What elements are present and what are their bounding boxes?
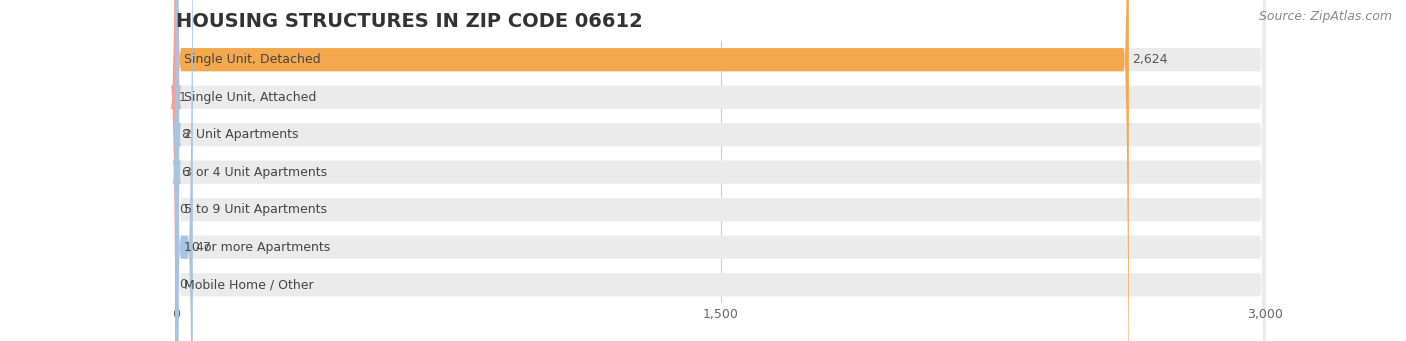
Text: 1: 1 (179, 91, 187, 104)
Text: Single Unit, Detached: Single Unit, Detached (184, 53, 321, 66)
Text: 8: 8 (181, 128, 190, 141)
FancyBboxPatch shape (173, 0, 181, 341)
Text: 3 or 4 Unit Apartments: 3 or 4 Unit Apartments (184, 166, 326, 179)
Text: 2,624: 2,624 (1132, 53, 1167, 66)
Text: 5 to 9 Unit Apartments: 5 to 9 Unit Apartments (184, 203, 326, 216)
FancyBboxPatch shape (176, 0, 1265, 341)
Text: 47: 47 (195, 241, 211, 254)
FancyBboxPatch shape (170, 0, 181, 341)
FancyBboxPatch shape (173, 0, 181, 341)
Text: HOUSING STRUCTURES IN ZIP CODE 06612: HOUSING STRUCTURES IN ZIP CODE 06612 (176, 12, 643, 31)
Text: Source: ZipAtlas.com: Source: ZipAtlas.com (1258, 10, 1392, 23)
FancyBboxPatch shape (176, 0, 193, 341)
FancyBboxPatch shape (176, 0, 1265, 341)
FancyBboxPatch shape (176, 0, 1265, 341)
Text: Mobile Home / Other: Mobile Home / Other (184, 278, 314, 291)
Text: Single Unit, Attached: Single Unit, Attached (184, 91, 316, 104)
Text: 6: 6 (181, 166, 188, 179)
Text: 0: 0 (179, 278, 187, 291)
FancyBboxPatch shape (176, 0, 1265, 341)
FancyBboxPatch shape (176, 0, 1265, 341)
Text: 2 Unit Apartments: 2 Unit Apartments (184, 128, 298, 141)
FancyBboxPatch shape (176, 0, 1129, 341)
FancyBboxPatch shape (176, 0, 1265, 341)
Text: 10 or more Apartments: 10 or more Apartments (184, 241, 330, 254)
FancyBboxPatch shape (176, 0, 1265, 341)
Text: 0: 0 (179, 203, 187, 216)
